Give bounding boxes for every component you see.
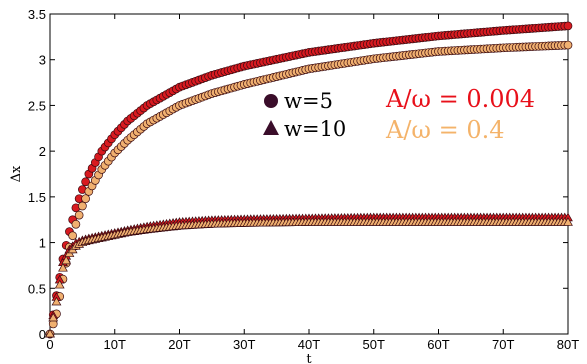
data-point — [81, 194, 90, 204]
data-point — [563, 217, 573, 226]
data-point — [48, 312, 59, 322]
data-point — [68, 231, 78, 241]
y-axis-label: Δx — [9, 165, 24, 182]
x-tick-label: 30T — [233, 337, 255, 352]
y-tick-label: 3 — [39, 53, 46, 68]
series-circle-red — [45, 21, 573, 339]
y-tick-label: 3.5 — [28, 7, 46, 22]
series-circle-orange — [45, 40, 573, 339]
data-point — [54, 279, 65, 289]
x-tick-label: 50T — [363, 337, 385, 352]
y-tick-label: 0.5 — [28, 281, 46, 296]
legend-circle-icon — [264, 94, 278, 108]
annotation-high-amplitude: A/ω = 0.4 — [385, 116, 505, 144]
x-axis-label: t — [306, 352, 312, 364]
data-point — [61, 255, 72, 265]
data-point — [58, 262, 68, 272]
data-point — [81, 177, 90, 187]
data-point — [71, 219, 81, 229]
x-tick-label: 70T — [492, 337, 514, 352]
y-tick-label: 0 — [39, 327, 46, 342]
data-point — [45, 328, 55, 338]
legend-label: w=5 — [284, 89, 333, 113]
plot-frame — [49, 13, 569, 335]
x-tick-label: 80T — [557, 337, 579, 352]
x-tick-label: 60T — [427, 337, 449, 352]
y-tick-label: 2.5 — [28, 98, 46, 113]
annotation-low-amplitude: A/ω = 0.004 — [385, 85, 535, 113]
data-point — [51, 296, 62, 306]
data-point — [563, 21, 573, 31]
x-tick-label: 10T — [104, 337, 126, 352]
legend: w=5 w=10 A/ω = 0.004 A/ω = 0.4 — [263, 85, 535, 144]
axis-ticks: 0 10T 20T 30T 40T 50T 60T 70T 80T 0 0.5 1 1.5 2 2.5 3 3.… — [28, 7, 579, 352]
data-point — [563, 40, 573, 50]
data-marks — [45, 21, 573, 339]
y-tick-label: 1 — [39, 236, 46, 251]
data-point — [74, 210, 84, 220]
x-tick-label: 20T — [168, 337, 190, 352]
series-triangle-orange — [45, 217, 573, 338]
legend-triangle-icon — [263, 120, 279, 135]
data-point — [78, 201, 87, 211]
x-tick-label: 40T — [298, 337, 320, 352]
x-tick-label: 0 — [46, 337, 53, 352]
y-tick-label: 2 — [39, 144, 46, 159]
legend-label: w=10 — [284, 117, 346, 141]
y-tick-label: 1.5 — [28, 190, 46, 205]
